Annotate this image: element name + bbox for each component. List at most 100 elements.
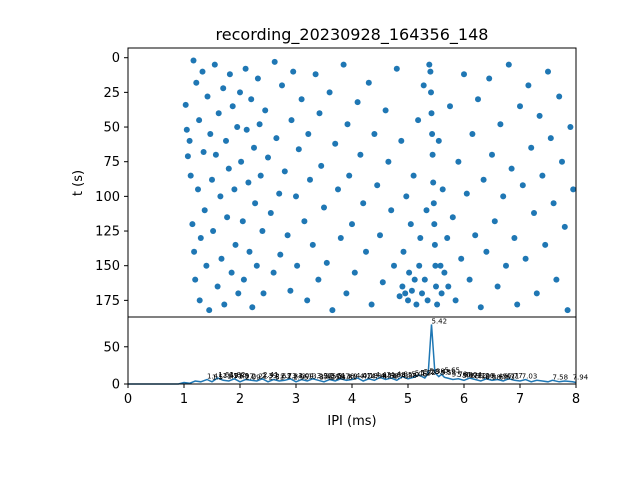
scatter-point <box>400 248 407 255</box>
peak-label: 3.61 <box>330 372 346 380</box>
peak-label: 7.03 <box>522 373 538 381</box>
peak-label: 7.58 <box>553 373 569 381</box>
peak-label: 5.0 <box>408 371 419 379</box>
scatter-point <box>439 186 446 193</box>
histogram-x-ticks: 0 1 2 3 4 5 6 7 8 <box>124 384 580 407</box>
scatter-point <box>424 297 431 304</box>
scatter-point <box>326 89 333 96</box>
peak-label: 4.14 <box>360 373 376 381</box>
scatter-point <box>257 172 264 179</box>
histogram-x-tick-label: 6 <box>460 392 468 407</box>
scatter-y-tick-label: 25 <box>103 86 120 101</box>
scatter-point <box>245 179 252 186</box>
peak-label: 4.34 <box>371 373 387 381</box>
scatter-point <box>220 85 227 92</box>
scatter-point <box>564 307 571 314</box>
scatter-point <box>315 276 322 283</box>
scatter-point <box>556 93 563 100</box>
scatter-point <box>430 200 437 207</box>
scatter-point <box>455 158 462 165</box>
scatter-point <box>318 162 325 169</box>
scatter-point <box>271 58 278 65</box>
scatter-point <box>273 135 280 142</box>
peak-label: 6.38 <box>485 373 501 381</box>
scatter-point <box>193 79 200 86</box>
peak-label: 6.77 <box>507 372 523 380</box>
scatter-point <box>218 255 225 262</box>
scatter-point <box>431 221 438 228</box>
scatter-point <box>270 269 277 276</box>
scatter-point <box>277 251 284 258</box>
scatter-point <box>396 293 403 300</box>
scatter-point <box>489 151 495 158</box>
histogram-y-tick-label: 50 <box>103 340 120 355</box>
scatter-point <box>199 68 206 75</box>
peak-label: 1.5 <box>212 373 223 381</box>
peak-label: 5.65 <box>444 367 460 375</box>
peak-label: 5.12 <box>415 370 431 378</box>
scatter-point <box>503 262 509 269</box>
scatter-point <box>447 103 453 110</box>
scatter-point <box>437 262 444 269</box>
scatter-point <box>360 200 367 207</box>
scatter-point <box>525 82 532 89</box>
peak-label: 1.61 <box>218 371 234 379</box>
scatter-point <box>508 165 515 172</box>
peak-label: 3.29 <box>312 373 328 381</box>
scatter-point <box>229 103 236 110</box>
scatter-point <box>240 276 247 283</box>
peak-label: 5.38 <box>429 367 445 375</box>
scatter-point <box>486 75 493 82</box>
scatter-point <box>189 221 196 228</box>
scatter-point <box>248 96 255 103</box>
scatter-point <box>528 144 535 151</box>
peak-label: 4.51 <box>381 372 397 380</box>
scatter-point <box>480 176 487 183</box>
scatter-y-tick-label: 50 <box>103 121 120 136</box>
scatter-point <box>267 210 274 216</box>
scatter-point <box>533 290 540 297</box>
peak-label: 6.12 <box>471 372 487 380</box>
peak-label: 3.9 <box>346 373 357 381</box>
scatter-point <box>346 172 353 179</box>
scatter-point <box>228 269 235 276</box>
scatter-point <box>417 235 424 241</box>
peak-label: 6.19 <box>475 373 491 381</box>
scatter-point <box>196 297 203 304</box>
scatter-point <box>405 297 411 304</box>
scatter-point <box>305 131 312 137</box>
scatter-point <box>385 158 392 165</box>
scatter-point <box>519 182 526 189</box>
peak-label: 7.94 <box>573 373 589 381</box>
scatter-point <box>410 172 417 179</box>
scatter-point <box>428 89 434 96</box>
scatter-point <box>388 207 395 214</box>
scatter-point <box>559 158 565 165</box>
histogram-x-tick-label: 4 <box>348 392 356 407</box>
scatter-point <box>284 232 291 239</box>
scatter-point <box>517 103 523 110</box>
scatter-point <box>441 269 448 276</box>
peak-label: 4.8 <box>397 370 408 378</box>
peak-label: 3.1 <box>302 373 313 381</box>
scatter-point <box>221 301 228 308</box>
peak-label: 2.21 <box>252 373 268 381</box>
scatter-point <box>438 290 445 297</box>
scatter-point <box>402 290 409 297</box>
scatter-point <box>290 68 297 75</box>
scatter-point <box>357 151 364 158</box>
scatter-point <box>312 71 319 78</box>
scatter-point <box>434 301 441 308</box>
scatter-point <box>281 168 288 175</box>
scatter-point <box>197 235 204 241</box>
peak-label: 2.09 <box>245 373 261 381</box>
scatter-point <box>429 151 436 158</box>
scatter-point <box>427 68 434 75</box>
scatter-point <box>237 89 243 96</box>
scatter-point <box>472 232 479 239</box>
scatter-point <box>421 276 428 283</box>
peak-label: 4.68 <box>390 371 406 379</box>
scatter-point <box>316 110 323 117</box>
scatter-point <box>431 241 438 248</box>
